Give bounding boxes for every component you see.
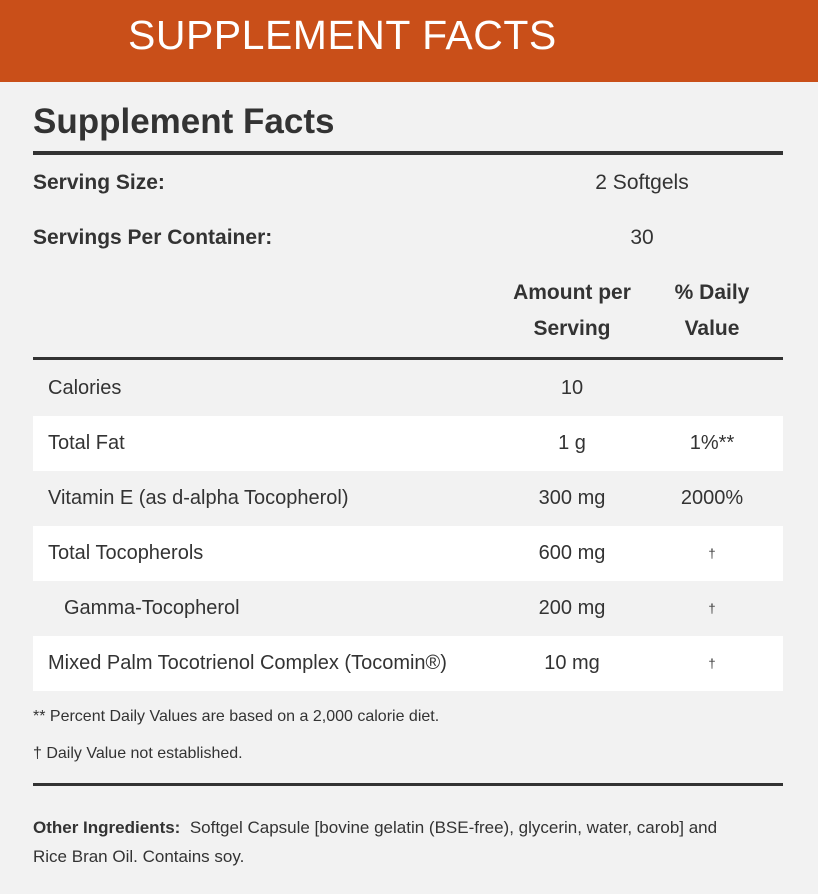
- nutrient-amount: 200 mg: [538, 597, 606, 619]
- nutrient-daily-value: †: [708, 546, 716, 561]
- other-ingredients: Other Ingredients: Softgel Capsule [bovi…: [33, 813, 753, 871]
- nutrient-name: Total Tocopherols: [48, 542, 204, 564]
- nutrient-daily-value: 1%**: [689, 432, 735, 454]
- header-bar: SUPPLEMENT FACTS: [0, 0, 818, 82]
- nutrient-name: Gamma-Tocopherol: [64, 597, 240, 619]
- nutrient-row: Mixed Palm Tocotrienol Complex (Tocomin®…: [33, 636, 783, 691]
- nutrient-amount: 600 mg: [538, 542, 606, 564]
- nutrient-amount: 10 mg: [544, 652, 600, 674]
- nutrient-row: Total Fat 1 g 1%**: [33, 416, 783, 471]
- nutrient-daily-value: 2000%: [680, 487, 744, 509]
- nutrient-name: Vitamin E (as d-alpha Tocopherol): [48, 487, 349, 509]
- rule: [33, 357, 783, 360]
- nutrient-row: Calories 10: [33, 361, 783, 416]
- servings-label: Servings Per Container:: [33, 226, 273, 249]
- rule: [33, 151, 783, 155]
- nutrient-daily-value: †: [708, 601, 716, 616]
- nutrient-row: Total Tocopherols 600 mg †: [33, 526, 783, 581]
- panel-title: Supplement Facts: [33, 102, 335, 141]
- nutrient-amount: 300 mg: [538, 487, 606, 509]
- nutrient-daily-value: †: [708, 656, 716, 671]
- other-ingredients-text: Softgel Capsule [bovine gelatin (BSE-fre…: [33, 818, 718, 866]
- column-header: Amount per Serving: [513, 281, 631, 340]
- footnote: ** Percent Daily Values are based on a 2…: [33, 708, 440, 725]
- footnote: † Daily Value not established.: [33, 745, 243, 762]
- serving-size-value: 2 Softgels: [595, 171, 689, 194]
- nutrient-name: Calories: [48, 377, 122, 399]
- nutrient-row: Gamma-Tocopherol 200 mg †: [33, 581, 783, 636]
- other-ingredients-label: Other Ingredients:: [33, 818, 181, 837]
- nutrient-name: Mixed Palm Tocotrienol Complex (Tocomin®…: [48, 652, 447, 674]
- servings-value: 30: [630, 226, 654, 249]
- nutrient-name: Total Fat: [48, 432, 125, 454]
- rule: [33, 783, 783, 786]
- serving-size-label: Serving Size:: [33, 171, 165, 194]
- column-header: % Daily Value: [674, 281, 750, 340]
- nutrient-amount: 1 g: [558, 432, 586, 454]
- header-title: SUPPLEMENT FACTS: [128, 12, 557, 58]
- nutrient-row: Vitamin E (as d-alpha Tocopherol) 300 mg 2…: [33, 471, 783, 526]
- nutrient-amount: 10: [560, 377, 584, 399]
